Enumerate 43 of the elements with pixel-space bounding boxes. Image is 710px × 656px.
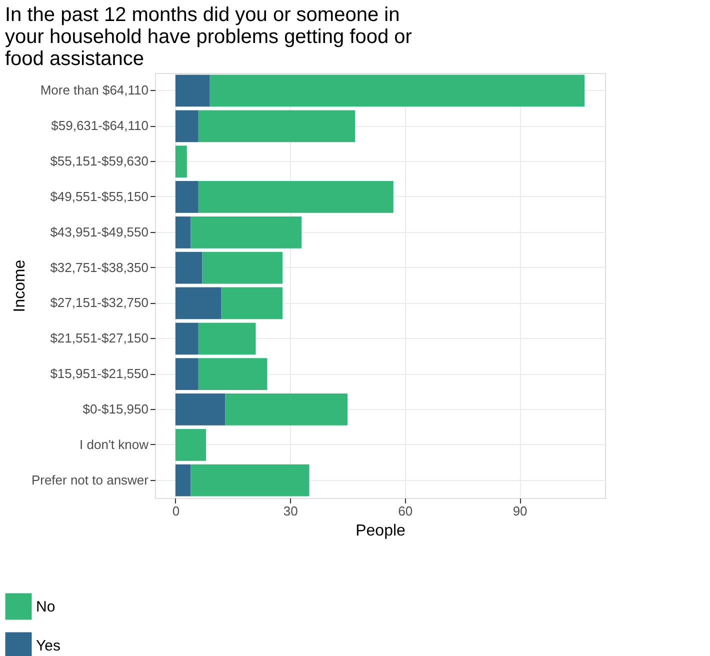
y-tick-label: $59,631-$64,110	[51, 118, 148, 134]
y-tick-label: I don't know	[80, 436, 150, 452]
y-tick-label: $49,551-$55,150	[50, 188, 148, 204]
bar	[175, 358, 198, 390]
bar	[198, 181, 394, 213]
bar	[190, 216, 302, 248]
bar	[198, 322, 256, 355]
bar	[175, 428, 206, 461]
bar	[175, 181, 198, 213]
bar	[202, 252, 283, 284]
bar	[175, 74, 210, 107]
legend-label: Yes	[36, 638, 60, 654]
bar	[175, 252, 202, 284]
y-tick-label: $55,151-$59,630	[50, 154, 148, 169]
bar	[175, 216, 191, 248]
x-axis-title: People	[356, 522, 406, 540]
y-tick-label: $21,551-$27,150	[50, 330, 148, 346]
y-tick-label: $0-$15,950	[82, 401, 148, 416]
bar	[221, 287, 283, 320]
bar	[198, 110, 356, 142]
bar	[175, 322, 198, 355]
bar	[175, 287, 222, 320]
y-tick-label: $43,951-$49,550	[50, 224, 148, 240]
y-tick-label: $32,751-$38,350	[50, 260, 148, 275]
y-tick-label: Prefer not to answer	[31, 472, 150, 488]
bar	[175, 464, 191, 496]
bar	[175, 394, 226, 426]
bar	[175, 146, 187, 178]
x-tick-label: 90	[512, 504, 528, 518]
x-tick-label: 0	[172, 504, 180, 518]
y-axis-title: Income	[11, 260, 28, 312]
y-tick-label: $15,951-$21,550	[50, 366, 148, 382]
bar	[225, 394, 348, 426]
y-tick-label: $27,151-$32,750	[50, 295, 148, 310]
x-tick-label: 60	[398, 504, 413, 518]
bar	[175, 110, 198, 142]
chart-title: In the past 12 months did you or someone in your household have problems getting food or food assistance	[5, 4, 412, 70]
x-tick-label: 30	[283, 504, 298, 518]
legend-label: No	[36, 598, 56, 616]
bar	[210, 74, 585, 107]
bar	[198, 358, 268, 390]
bar	[190, 464, 310, 496]
y-tick-label: More than $64,110	[40, 82, 148, 98]
